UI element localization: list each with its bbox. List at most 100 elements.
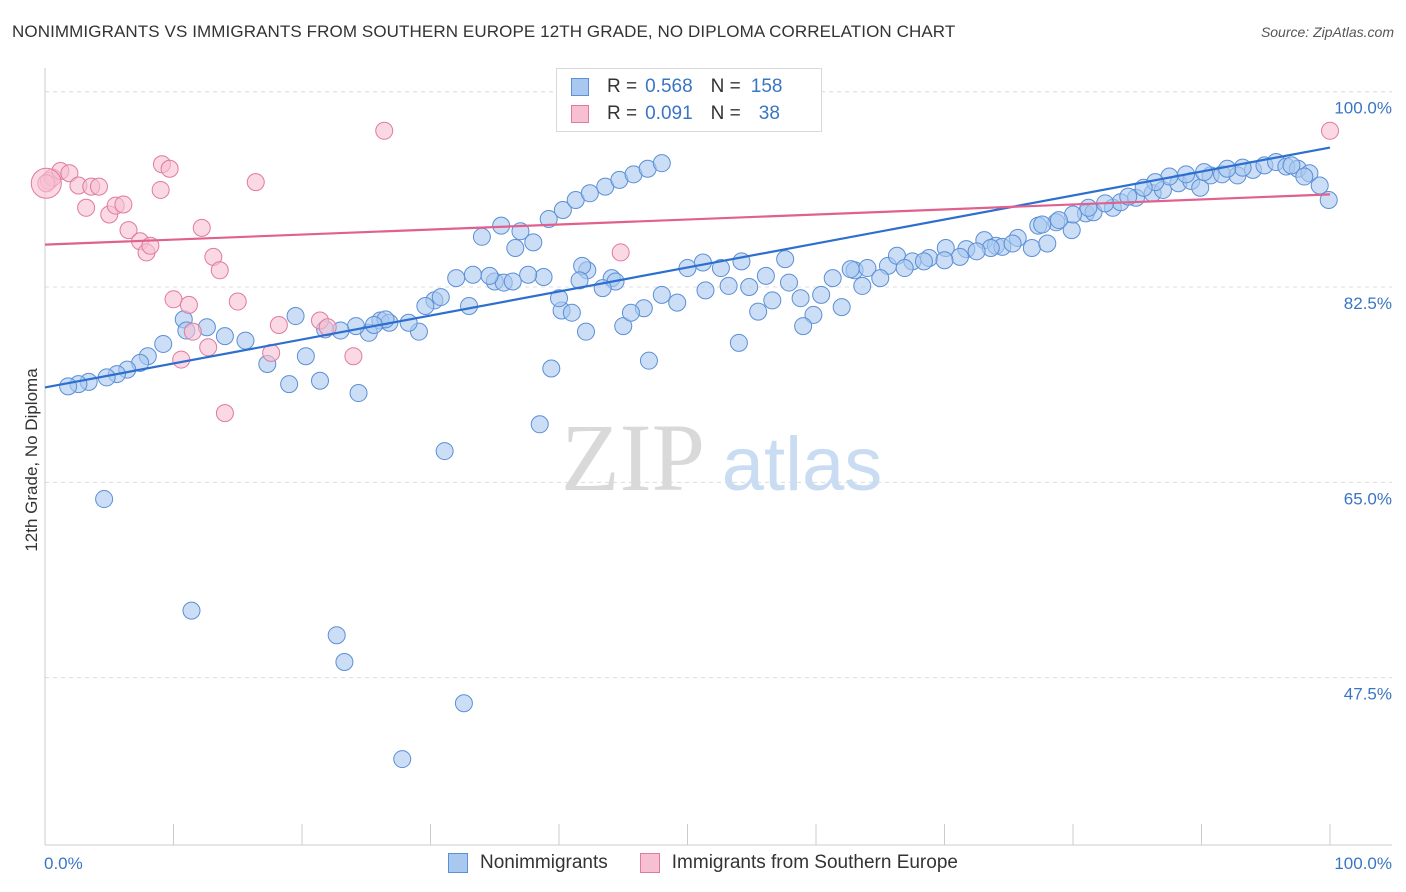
point-nonimmigrants [335,652,354,671]
point-immigrants [183,322,202,341]
legend-n-value: 38 [758,103,780,124]
point-nonimmigrants [480,266,499,285]
point-nonimmigrants [280,375,299,394]
point-nonimmigrants [639,351,658,370]
point-nonimmigrants [95,490,114,509]
point-nonimmigrants [435,442,454,461]
point-nonimmigrants [562,303,581,322]
series-legend-immigrants: Immigrants from Southern Europe [639,852,958,874]
point-nonimmigrants [1295,167,1314,186]
point-nonimmigrants [286,307,305,326]
legend-row-nonimmigrants: R = 0.568 N = 158 [571,74,782,100]
point-nonimmigrants [804,305,823,324]
point-nonimmigrants [756,266,775,285]
series-legend-nonimmigrants: Nonimmigrants [448,852,608,874]
point-nonimmigrants [1119,187,1138,206]
point-nonimmigrants [719,276,738,295]
point-nonimmigrants [935,251,954,270]
point-nonimmigrants [812,285,831,304]
point-nonimmigrants [652,154,671,173]
point-immigrants [60,164,79,183]
point-nonimmigrants [503,272,522,291]
point-nonimmigrants [1022,238,1041,257]
point-nonimmigrants [1003,234,1022,253]
series-legend: Nonimmigrants Immigrants from Southern E… [0,852,1406,874]
series-swatch-blue [448,853,469,873]
point-nonimmigrants [621,303,640,322]
point-immigrants-large [30,167,62,199]
y-tick-label: 100.0% [1334,99,1392,118]
tick-labels: 100.0% 82.5% 65.0% 47.5% 0.0% 100.0% [44,99,1392,873]
point-nonimmigrants [967,242,986,261]
watermark-atlas: atlas [722,422,883,507]
point-nonimmigrants [550,289,568,308]
point-immigrants [611,243,630,262]
legend-r-label: R = [607,76,638,97]
watermark-zip: ZIP [561,404,705,511]
point-nonimmigrants [454,694,473,713]
point-nonimmigrants [553,201,572,220]
point-immigrants [119,221,138,240]
point-nonimmigrants [614,317,633,336]
trend-line-immigrants [44,193,1331,246]
point-nonimmigrants [59,377,78,396]
point-immigrants [228,292,247,311]
point-nonimmigrants [1310,176,1329,195]
y-axis-label: 12th Grade, No Diploma [22,368,41,552]
point-nonimmigrants [349,384,368,403]
point-immigrants [375,121,394,140]
point-immigrants [269,315,288,334]
point-nonimmigrants [296,347,315,366]
point-nonimmigrants [576,322,595,341]
point-nonimmigrants [539,209,558,228]
legend-n-label: N = [710,76,741,97]
point-nonimmigrants [327,626,346,645]
point-nonimmigrants [841,260,860,279]
point-nonimmigrants [534,267,553,286]
source-label: Source: ZipAtlas.com [1260,24,1394,40]
point-nonimmigrants [236,331,255,350]
point-nonimmigrants [393,750,412,769]
point-nonimmigrants [950,247,969,266]
point-nonimmigrants [1033,215,1052,234]
point-nonimmigrants [794,317,813,336]
point-nonimmigrants [853,276,872,295]
y-tick-label: 82.5% [1344,294,1392,313]
legend-row-immigrants: R = 0.091 N = 38 [571,101,780,127]
point-immigrants [160,159,179,178]
data-points [30,121,1339,769]
point-immigrants [114,195,133,214]
y-tick-label: 65.0% [1344,489,1392,508]
legend-n-label: N = [710,103,741,124]
point-nonimmigrants [832,298,851,317]
point-nonimmigrants [519,265,538,284]
y-tick-label: 47.5% [1344,685,1392,704]
point-nonimmigrants [506,238,525,257]
point-immigrants [89,177,108,196]
point-nonimmigrants [740,278,759,297]
point-nonimmigrants [791,289,810,308]
legend-r-label: R = [607,103,638,124]
point-nonimmigrants [463,265,482,284]
point-nonimmigrants [416,297,435,315]
legend-r-value: 0.091 [645,103,693,124]
point-nonimmigrants [215,327,234,346]
point-nonimmigrants [530,415,549,434]
point-nonimmigrants [447,269,466,288]
legend-swatch-blue [571,78,589,96]
point-nonimmigrants [1038,234,1057,253]
point-nonimmigrants [460,297,479,315]
series-name-nonimmigrants: Nonimmigrants [480,852,608,873]
x-tick-label: 100.0% [1334,854,1392,873]
point-immigrants [179,295,198,314]
point-nonimmigrants [871,269,890,288]
axes [44,68,1392,846]
point-nonimmigrants [763,291,782,310]
chart-title: NONIMMIGRANTS VS IMMIGRANTS FROM SOUTHER… [12,22,956,41]
point-immigrants [246,173,265,192]
trend-lines [44,146,1331,389]
point-immigrants [151,180,170,199]
point-immigrants [344,347,363,366]
point-immigrants [77,198,96,217]
